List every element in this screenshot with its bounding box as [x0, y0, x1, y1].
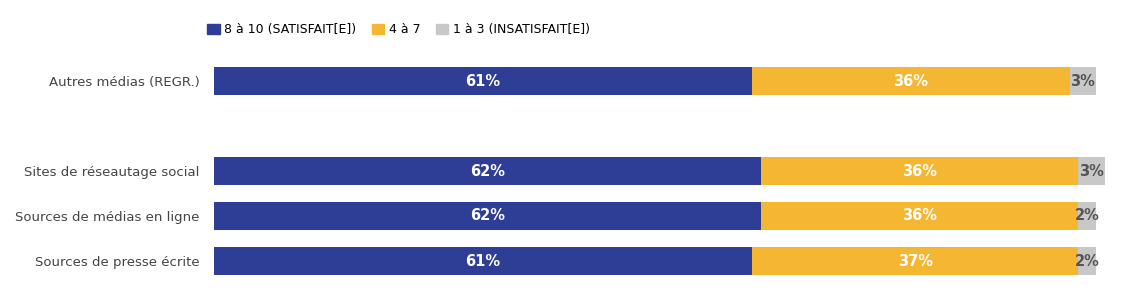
Text: 2%: 2%	[1074, 208, 1100, 224]
Bar	[214, 202, 760, 230]
Text: 3%: 3%	[1079, 164, 1104, 178]
Bar	[214, 157, 760, 185]
Bar	[760, 202, 1079, 230]
Bar	[214, 247, 752, 275]
Text: 36%: 36%	[902, 208, 937, 224]
Text: 2%: 2%	[1074, 254, 1100, 268]
Text: 3%: 3%	[1070, 74, 1096, 88]
Bar	[214, 67, 752, 95]
Bar	[1070, 67, 1096, 95]
Text: 61%: 61%	[466, 254, 501, 268]
Bar	[752, 247, 1079, 275]
Bar	[1079, 202, 1096, 230]
Bar	[1079, 157, 1105, 185]
Text: 62%: 62%	[470, 164, 505, 178]
Text: 37%: 37%	[898, 254, 933, 268]
Text: 36%: 36%	[893, 74, 928, 88]
Text: 36%: 36%	[902, 164, 937, 178]
Text: 62%: 62%	[470, 208, 505, 224]
Bar	[760, 157, 1079, 185]
Text: 61%: 61%	[466, 74, 501, 88]
Legend: 8 à 10 (SATISFAIT[E]), 4 à 7, 1 à 3 (INSATISFAIT[E]): 8 à 10 (SATISFAIT[E]), 4 à 7, 1 à 3 (INS…	[202, 18, 595, 41]
Bar	[752, 67, 1070, 95]
Bar	[1079, 247, 1096, 275]
